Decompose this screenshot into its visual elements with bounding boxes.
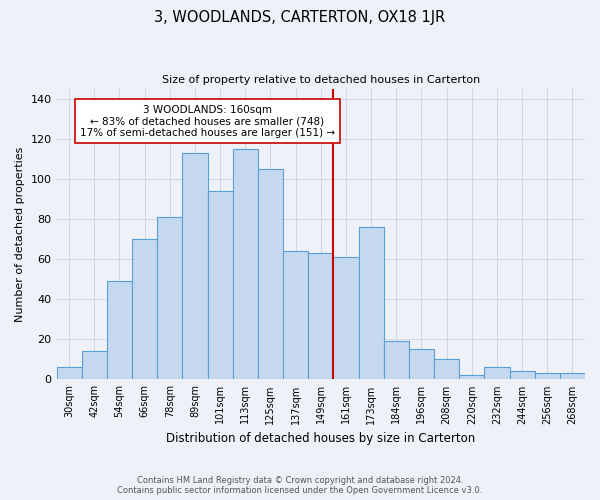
Bar (535, 374, 560, 380)
Bar (82, 352, 107, 380)
Text: Contains HM Land Registry data © Crown copyright and database right 2024.
Contai: Contains HM Land Registry data © Crown c… (118, 476, 482, 495)
Bar (283, 251, 308, 380)
Bar (383, 342, 409, 380)
Bar (258, 169, 283, 380)
Bar (308, 253, 334, 380)
Bar (560, 374, 585, 380)
Bar (208, 191, 233, 380)
X-axis label: Distribution of detached houses by size in Carterton: Distribution of detached houses by size … (166, 432, 475, 445)
Title: Size of property relative to detached houses in Carterton: Size of property relative to detached ho… (161, 75, 480, 85)
Y-axis label: Number of detached properties: Number of detached properties (15, 146, 25, 322)
Bar (434, 360, 459, 380)
Bar (509, 372, 535, 380)
Bar (107, 281, 132, 380)
Text: 3, WOODLANDS, CARTERTON, OX18 1JR: 3, WOODLANDS, CARTERTON, OX18 1JR (154, 10, 446, 25)
Bar (157, 217, 182, 380)
Bar (484, 368, 509, 380)
Bar (334, 257, 359, 380)
Bar (359, 227, 383, 380)
Text: 3 WOODLANDS: 160sqm
← 83% of detached houses are smaller (748)
17% of semi-detac: 3 WOODLANDS: 160sqm ← 83% of detached ho… (80, 104, 335, 138)
Bar (409, 350, 434, 380)
Bar (233, 148, 258, 380)
Bar (56, 368, 82, 380)
Bar (182, 152, 208, 380)
Bar (132, 239, 157, 380)
Bar (459, 376, 484, 380)
